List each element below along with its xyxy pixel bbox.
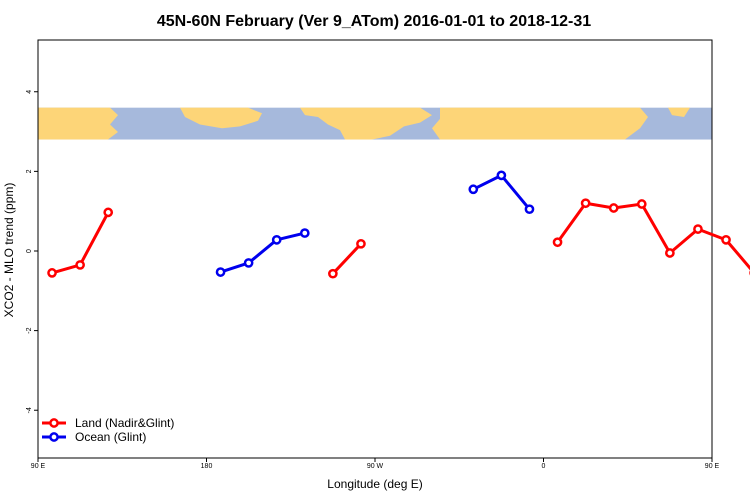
data-point [636, 199, 647, 209]
data-point [299, 228, 310, 238]
data-point [243, 258, 254, 268]
series-line [331, 242, 363, 275]
y-tick-label: 2 [26, 169, 33, 173]
world-map-band [38, 107, 712, 140]
data-point [75, 260, 85, 270]
y-tick-label: -4 [26, 407, 33, 413]
legend-marker [49, 418, 59, 428]
data-point [580, 198, 591, 209]
x-tick-label: 90 E [31, 463, 46, 470]
map-landmass [432, 107, 648, 140]
legend: Land (Nadir&Glint)Ocean (Glint) [42, 416, 174, 444]
chart-title: 45N-60N February (Ver 9_ATom) 2016-01-01… [157, 13, 591, 30]
data-point [271, 234, 282, 245]
map-landmass [300, 107, 432, 140]
series-line [472, 173, 531, 211]
series-line [220, 231, 306, 274]
legend-marker [49, 432, 59, 442]
y-tick-label: -2 [26, 327, 33, 333]
data-point [468, 184, 479, 195]
data-point [693, 224, 703, 234]
data-point [524, 204, 535, 215]
data-point [665, 248, 675, 258]
x-tick-label: 0 [542, 463, 546, 470]
data-point [721, 234, 731, 245]
y-axis-label: XCO2 - MLO trend (ppm) [2, 183, 16, 318]
x-axis-label: Longitude (deg E) [327, 477, 422, 491]
x-tick-label: 180 [201, 463, 213, 470]
plot-frame [37, 39, 713, 459]
data-point [328, 268, 338, 279]
series [215, 170, 535, 277]
y-axis: -4 -2 0 2 4 [26, 90, 38, 413]
data-point [356, 238, 366, 249]
map-landmass [180, 107, 262, 129]
series-line [556, 201, 750, 271]
legend-label: Ocean (Glint) [75, 430, 146, 444]
series [47, 198, 750, 279]
map-landmass [38, 107, 118, 140]
data-point [215, 267, 226, 277]
map-landmass [668, 107, 690, 118]
y-tick-label: 4 [26, 90, 33, 94]
data-point [496, 170, 507, 181]
data-point [103, 207, 114, 218]
data-point [47, 268, 57, 278]
legend-label: Land (Nadir&Glint) [75, 416, 174, 430]
x-tick-label: 90 E [705, 463, 720, 470]
x-tick-label: 90 W [367, 463, 384, 470]
series-layer [47, 170, 750, 279]
data-point [608, 203, 619, 213]
y-tick-label: 0 [26, 249, 33, 253]
data-point [552, 237, 563, 248]
x-axis: 90 E 180 90 W 0 90 E [31, 458, 720, 470]
